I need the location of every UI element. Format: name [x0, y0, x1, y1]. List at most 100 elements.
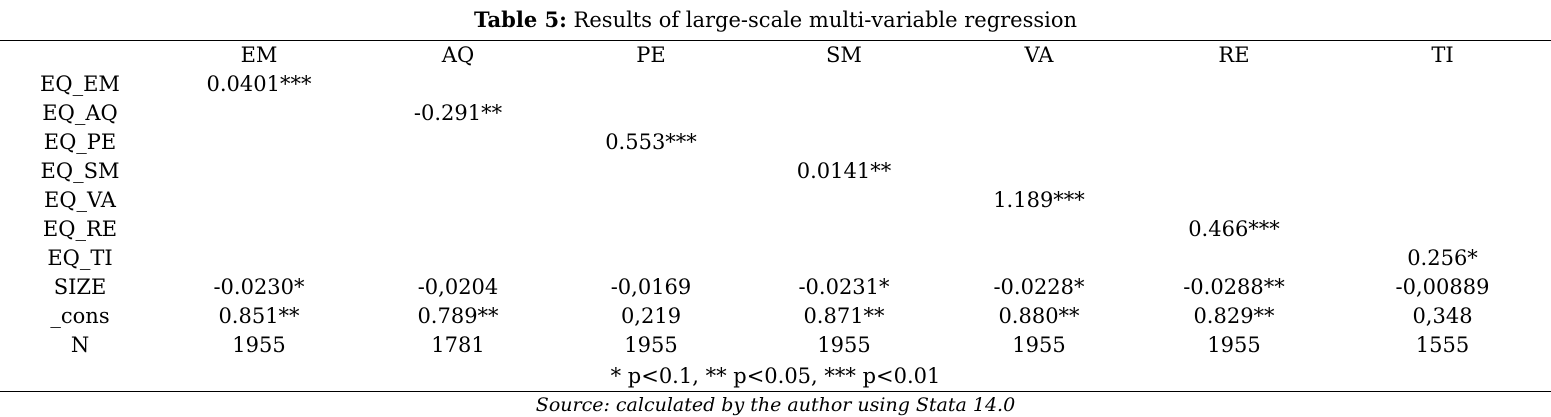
table-cell [944, 215, 1134, 244]
row-label: EQ_EM [40, 72, 120, 96]
table-cell [358, 128, 558, 157]
column-header-stub [0, 41, 160, 70]
table-cell [744, 244, 944, 273]
table-cell: 1955 [624, 333, 678, 357]
table-cell: 1955 [232, 333, 286, 357]
table-cell [944, 70, 1134, 99]
table-cell: 1555 [1415, 333, 1470, 357]
table-cell: 0,348 [1412, 304, 1473, 328]
table-cell [160, 157, 358, 186]
table-cell: 1.189*** [993, 188, 1085, 212]
table-row: EQ_EM 0.0401*** [0, 70, 1551, 99]
row-label: EQ_SM [40, 159, 120, 183]
table-cell [358, 70, 558, 99]
row-label: SIZE [53, 275, 107, 299]
column-header-va: VA [1024, 43, 1054, 67]
table-cell [160, 186, 358, 215]
table-cell [1334, 186, 1551, 215]
table-cell: 0.0401*** [206, 72, 312, 96]
table-row: EQ_RE 0.466*** [0, 215, 1551, 244]
table-cell [744, 128, 944, 157]
table-cell [744, 99, 944, 128]
table-cell [1134, 99, 1334, 128]
row-label: N [70, 333, 90, 357]
table-row: EQ_VA 1.189*** [0, 186, 1551, 215]
table-cell: -0.0228* [993, 275, 1085, 299]
table-cell [558, 186, 744, 215]
table-cell [1134, 128, 1334, 157]
table-cell: -0.0230* [213, 275, 305, 299]
table-cell [1334, 215, 1551, 244]
table-cell: -0.291** [413, 101, 503, 125]
table-cell [1134, 186, 1334, 215]
table-cell [358, 215, 558, 244]
table-cell [944, 157, 1134, 186]
table-bottom-rule [0, 391, 1551, 392]
table-cell: 0.789** [417, 304, 499, 328]
column-header-em: EM [240, 43, 278, 67]
table-caption: Table 5: Results of large-scale multi-va… [0, 6, 1551, 34]
column-header-pe: PE [636, 43, 666, 67]
row-label: _cons [50, 304, 110, 328]
table-cell: 1781 [431, 333, 485, 357]
table-cell [944, 99, 1134, 128]
header-row: EM AQ PE SM VA RE TI [0, 41, 1551, 70]
table-cell: 0.880** [998, 304, 1080, 328]
table-cell: 0,219 [620, 304, 682, 328]
table-cell [358, 244, 558, 273]
table-row: _cons 0.851** 0.789** 0,219 0.871** 0.88… [0, 302, 1551, 331]
column-header-re: RE [1218, 43, 1250, 67]
table-cell [1134, 157, 1334, 186]
table-cell [160, 215, 358, 244]
table-caption-label: Table 5: [473, 7, 567, 32]
table-cell [944, 244, 1134, 273]
table-cell [744, 186, 944, 215]
table-row: N 1955 1781 1955 1955 1955 1955 1555 [0, 331, 1551, 360]
column-header-sm: SM [826, 43, 862, 67]
table-cell [558, 157, 744, 186]
table-cell: 0.829** [1193, 304, 1275, 328]
table-cell: 0.256* [1407, 246, 1478, 270]
table-cell [358, 186, 558, 215]
table-cell: 1955 [1207, 333, 1261, 357]
column-header-ti: TI [1431, 43, 1454, 67]
table-cell [744, 215, 944, 244]
source-note: Source: calculated by the author using S… [535, 394, 1016, 416]
table-cell [1334, 128, 1551, 157]
table-cell [160, 99, 358, 128]
row-label: EQ_TI [47, 246, 113, 270]
table-cell: -0,00889 [1395, 275, 1490, 299]
table-cell [160, 244, 358, 273]
table-cell: -0,0204 [417, 275, 499, 299]
row-label: EQ_RE [42, 217, 118, 241]
row-label: EQ_PE [43, 130, 117, 154]
significance-note: * p<0.1, ** p<0.05, *** p<0.01 [610, 364, 941, 388]
table-cell [558, 215, 744, 244]
table-cell: 0.466*** [1188, 217, 1280, 241]
table-cell [744, 70, 944, 99]
table-cell: 0.871** [803, 304, 885, 328]
row-label: EQ_AQ [42, 101, 118, 125]
table-cell: 1955 [1012, 333, 1066, 357]
table-cell [1134, 70, 1334, 99]
table-cell: -0.0288** [1183, 275, 1285, 299]
table-cell [358, 157, 558, 186]
row-label: EQ_VA [44, 188, 116, 212]
table-caption-text: Results of large-scale multi-variable re… [573, 8, 1078, 32]
table-row: SIZE -0.0230* -0,0204 -0,0169 -0.0231* -… [0, 273, 1551, 302]
regression-table: EM AQ PE SM VA RE TI EQ_EM 0.0401*** EQ_… [0, 41, 1551, 360]
table-cell [160, 128, 358, 157]
table-cell: 0.851** [218, 304, 300, 328]
table-cell [1334, 157, 1551, 186]
table-cell: 0.0141** [796, 159, 892, 183]
table-body: EQ_EM 0.0401*** EQ_AQ -0.291** EQ_PE 0.5… [0, 70, 1551, 360]
table-cell: -0.0231* [798, 275, 890, 299]
table-cell [558, 99, 744, 128]
table-header: EM AQ PE SM VA RE TI [0, 41, 1551, 70]
table-cell [944, 128, 1134, 157]
table-cell [558, 244, 744, 273]
table-cell [1334, 70, 1551, 99]
table-cell [1134, 244, 1334, 273]
table-row: EQ_PE 0.553*** [0, 128, 1551, 157]
table-row: EQ_SM 0.0141** [0, 157, 1551, 186]
